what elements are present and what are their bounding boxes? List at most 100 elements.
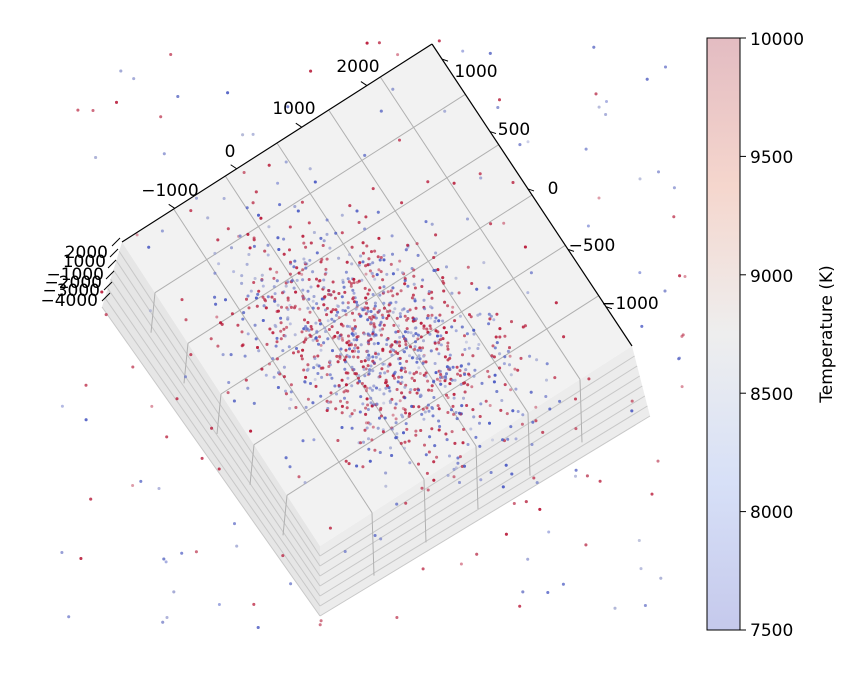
scatter-point bbox=[548, 407, 552, 411]
scatter-point bbox=[255, 304, 259, 308]
scatter-point bbox=[338, 354, 341, 358]
scatter-point bbox=[388, 363, 392, 367]
scatter-point bbox=[381, 327, 385, 331]
scatter-point bbox=[379, 414, 383, 418]
scatter-point bbox=[348, 204, 352, 208]
scatter-point bbox=[315, 277, 318, 281]
scatter-point bbox=[430, 384, 434, 388]
scatter-point bbox=[284, 392, 288, 396]
scatter-point bbox=[323, 272, 327, 276]
scatter-point bbox=[252, 238, 256, 242]
scatter-point bbox=[276, 303, 280, 307]
scatter-point bbox=[437, 39, 441, 43]
scatter-point bbox=[395, 502, 399, 506]
scatter-point bbox=[417, 388, 421, 392]
scatter-point bbox=[416, 348, 420, 352]
scatter-point bbox=[366, 332, 370, 336]
scatter-point bbox=[378, 286, 382, 290]
scatter-point bbox=[267, 225, 271, 229]
scatter-point bbox=[184, 318, 188, 322]
grid-line bbox=[527, 188, 535, 192]
scatter-point bbox=[394, 300, 398, 304]
scatter-point bbox=[333, 334, 337, 338]
scatter-point bbox=[364, 296, 368, 300]
scatter-point bbox=[395, 388, 399, 391]
scatter-point bbox=[302, 241, 306, 245]
scatter-point bbox=[488, 421, 491, 425]
colorbar-tick-label: 8500 bbox=[750, 385, 793, 405]
scatter-point bbox=[325, 373, 329, 377]
scatter-point bbox=[345, 341, 349, 345]
scatter-point bbox=[391, 252, 394, 256]
scatter-point bbox=[438, 425, 442, 428]
grid-line bbox=[489, 131, 497, 135]
scatter-point bbox=[265, 342, 269, 346]
scatter-point bbox=[344, 313, 348, 317]
scatter-point bbox=[421, 278, 425, 282]
scatter-point bbox=[478, 444, 482, 448]
scatter-point bbox=[119, 69, 123, 73]
scatter-point bbox=[511, 409, 515, 413]
scatter-point bbox=[175, 397, 179, 401]
scatter-point bbox=[469, 315, 473, 319]
x-tick-label: 2000 bbox=[336, 57, 379, 77]
scatter-point bbox=[363, 374, 367, 378]
scatter-point bbox=[345, 324, 349, 328]
scatter-point bbox=[365, 426, 369, 430]
scatter-point bbox=[430, 313, 434, 317]
scatter-point bbox=[489, 222, 493, 226]
scatter-point bbox=[346, 306, 350, 310]
scatter-point bbox=[456, 372, 460, 376]
scatter-point bbox=[303, 261, 307, 265]
scatter-point bbox=[330, 317, 334, 321]
grid-line bbox=[605, 306, 613, 310]
scatter-point bbox=[241, 133, 245, 137]
scatter-point bbox=[574, 474, 577, 478]
colorbar-gradient bbox=[706, 37, 741, 631]
scatter-point bbox=[421, 407, 425, 411]
scatter-point bbox=[339, 399, 342, 403]
scatter-point bbox=[147, 245, 151, 249]
scatter-point bbox=[284, 456, 288, 460]
scatter-point bbox=[439, 373, 443, 376]
scatter-point bbox=[367, 447, 371, 451]
scatter-point bbox=[381, 316, 385, 320]
scatter-point bbox=[409, 345, 412, 349]
scatter-point bbox=[364, 215, 368, 219]
scatter-point bbox=[383, 416, 387, 420]
scatter-point bbox=[162, 152, 166, 156]
scatter-point bbox=[319, 343, 323, 347]
scatter-point bbox=[429, 349, 433, 353]
scatter-point bbox=[273, 323, 277, 327]
scatter-point bbox=[241, 343, 245, 347]
scatter-point bbox=[364, 412, 368, 416]
scatter-point bbox=[367, 257, 371, 261]
scatter-point bbox=[672, 215, 676, 219]
z-tick-label: −1000 bbox=[46, 265, 104, 285]
scatter-point bbox=[94, 156, 98, 159]
grid-line bbox=[295, 122, 303, 128]
scatter-point bbox=[359, 441, 362, 445]
scatter-point bbox=[395, 316, 399, 320]
scatter-point bbox=[315, 339, 319, 343]
scatter-point bbox=[329, 310, 333, 314]
scatter-point bbox=[431, 414, 435, 418]
scatter-point bbox=[415, 242, 419, 246]
scatter-point bbox=[554, 301, 558, 305]
scatter-point bbox=[336, 304, 340, 308]
scatter-point bbox=[260, 278, 264, 282]
scatter-point bbox=[368, 459, 372, 463]
scatter-point bbox=[382, 392, 386, 396]
colorbar-ticks bbox=[740, 37, 746, 631]
scatter-point bbox=[435, 377, 439, 381]
scatter-point bbox=[436, 268, 440, 272]
scatter-point bbox=[383, 371, 387, 375]
scatter-point bbox=[416, 333, 420, 337]
scatter-point bbox=[389, 262, 393, 266]
scatter-point bbox=[236, 323, 240, 327]
scatter-point bbox=[518, 143, 522, 147]
scatter-point bbox=[545, 362, 549, 366]
scatter-point bbox=[433, 341, 437, 345]
scatter-point bbox=[510, 472, 514, 476]
scatter-point bbox=[359, 395, 363, 399]
